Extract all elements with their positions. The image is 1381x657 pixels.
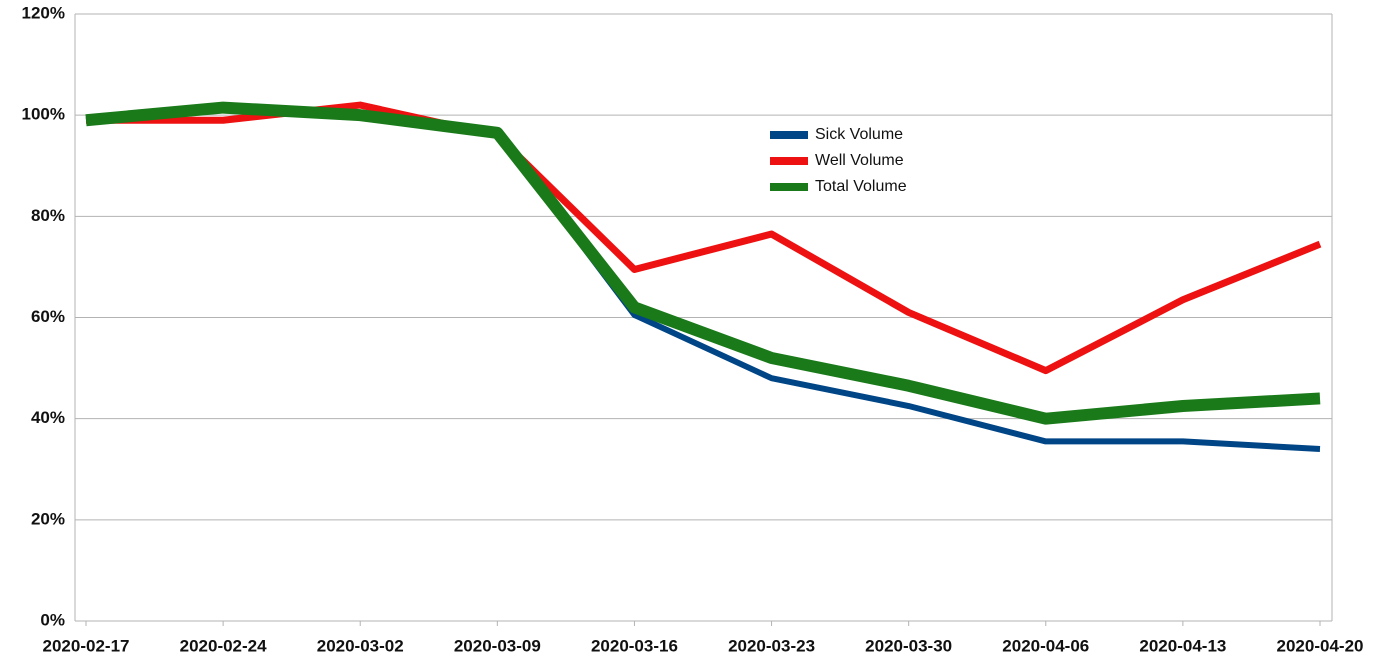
legend-label: Sick Volume <box>815 126 903 143</box>
x-tick-label: 2020-04-06 <box>1002 636 1089 655</box>
y-tick-label: 60% <box>31 307 65 326</box>
y-tick-label: 40% <box>31 408 65 427</box>
x-tick-label: 2020-02-17 <box>43 636 130 655</box>
y-tick-label: 20% <box>31 509 65 528</box>
x-tick-label: 2020-02-24 <box>180 636 268 655</box>
x-tick-label: 2020-03-16 <box>591 636 678 655</box>
legend-swatch <box>770 157 808 165</box>
x-tick-label: 2020-03-09 <box>454 636 541 655</box>
legend-label: Total Volume <box>815 178 907 195</box>
x-tick-label: 2020-03-23 <box>728 636 815 655</box>
legend-swatch <box>770 131 808 139</box>
x-tick-label: 2020-04-13 <box>1139 636 1226 655</box>
x-tick-label: 2020-03-30 <box>865 636 952 655</box>
x-tick-label: 2020-03-02 <box>317 636 404 655</box>
y-tick-label: 0% <box>40 610 65 629</box>
series-line <box>85 107 1321 453</box>
legend-swatch <box>770 183 808 191</box>
legend-label: Well Volume <box>815 152 904 169</box>
y-tick-label: 100% <box>22 105 65 124</box>
y-tick-label: 80% <box>31 206 65 225</box>
y-tick-label: 120% <box>22 3 65 22</box>
x-tick-label: 2020-04-20 <box>1277 636 1364 655</box>
series-line <box>85 101 1321 425</box>
